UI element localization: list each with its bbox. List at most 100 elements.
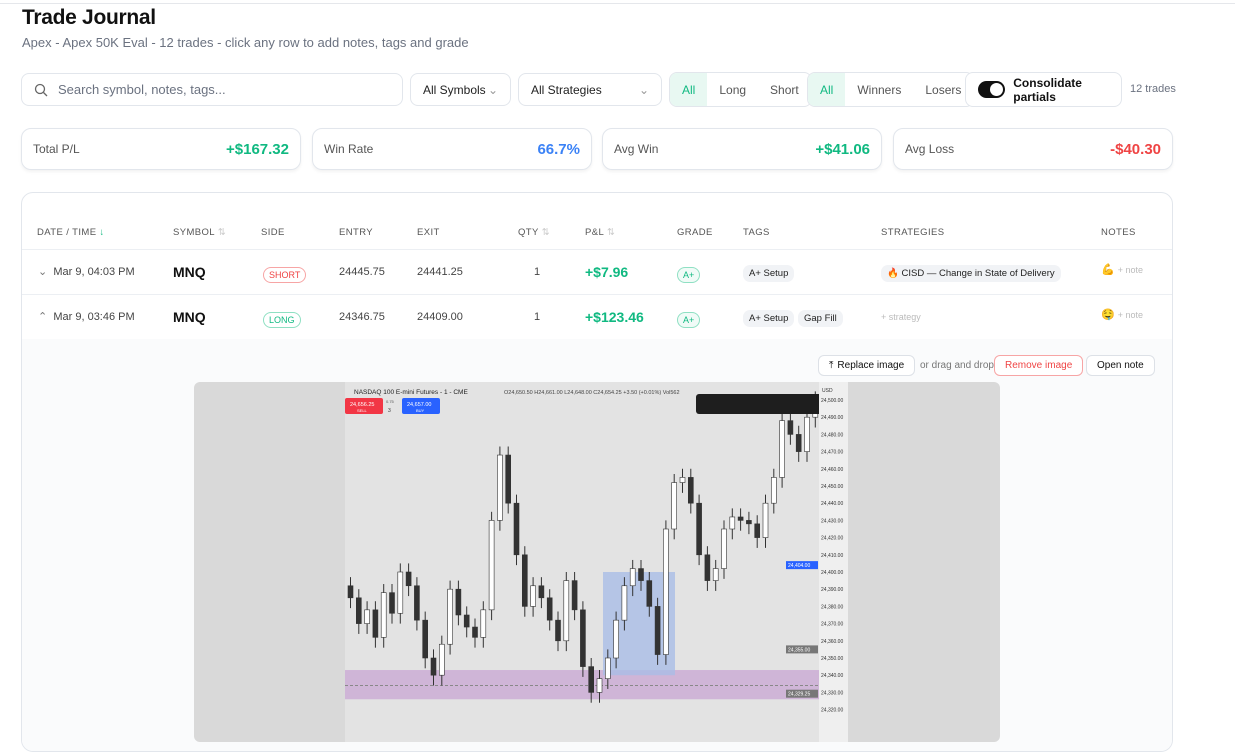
stat-label: Total P/L	[33, 142, 80, 156]
price-marker	[786, 645, 818, 654]
tag-chip[interactable]: Gap Fill	[798, 310, 843, 327]
col-tags: TAGS	[743, 227, 770, 238]
search-placeholder: Search symbol, notes, tags...	[58, 82, 226, 97]
chart-ohlc: O24,650.50 H24,661.00 L24,648.00 C24,654…	[504, 390, 680, 396]
tag-chip[interactable]: A+ Setup	[743, 310, 795, 327]
consolidate-label: Consolidate partials	[1013, 75, 1082, 104]
row-pl: +$7.96	[585, 264, 629, 280]
candle-body	[571, 580, 578, 611]
col-symbol[interactable]: SYMBOL ⇅	[173, 227, 227, 238]
row-entry: 24445.75	[339, 266, 385, 278]
candle-body	[580, 609, 586, 667]
stat-value: 66.7%	[537, 140, 580, 158]
candle-body	[538, 585, 545, 599]
fire-icon: 🔥	[887, 268, 899, 279]
side-short[interactable]: Short	[770, 82, 799, 97]
col-qty[interactable]: QTY ⇅	[518, 227, 550, 238]
chevron-down-icon: ⌄	[38, 266, 48, 278]
col-grade: GRADE	[677, 227, 713, 238]
drawing-toolbar	[696, 394, 832, 414]
candle-body	[563, 580, 570, 642]
page-subtitle: Apex - Apex 50K Eval - 12 trades - click…	[22, 35, 469, 50]
remove-image-button[interactable]: Remove image	[994, 355, 1084, 376]
grade-badge[interactable]: A+	[677, 267, 701, 283]
row-date: ⌃ Mar 9, 03:46 PM	[38, 311, 135, 323]
stat-value: +$167.32	[226, 140, 289, 158]
sell-price: 24,656.25	[350, 402, 374, 408]
trade-count: 12 trades	[1130, 83, 1176, 95]
order-qty: 3	[388, 408, 391, 414]
price-tick: 24,460.00	[821, 467, 843, 473]
replace-image-button[interactable]: ⤒ Replace image	[818, 355, 916, 376]
price-tick: 24,430.00	[821, 518, 843, 524]
candle-body	[712, 568, 719, 581]
candle-body	[604, 657, 611, 679]
result-losers[interactable]: Losers	[925, 82, 962, 97]
chevron-down-icon: ⌄	[638, 82, 649, 97]
row-symbol: MNQ	[173, 264, 206, 280]
grade-badge[interactable]: A+	[677, 312, 701, 328]
candle-body	[414, 585, 420, 621]
side-long[interactable]: Long	[719, 82, 747, 97]
price-tick: 24,390.00	[821, 587, 843, 593]
row-symbol: MNQ	[173, 309, 206, 325]
buy-price: 24,657.00	[407, 402, 431, 408]
sort-icon: ⇅	[217, 227, 227, 238]
search-input[interactable]: Search symbol, notes, tags...	[21, 73, 403, 106]
candle-body	[463, 614, 470, 628]
price-tick: 24,450.00	[821, 484, 843, 490]
note-cell[interactable]: 🤤 + note	[1101, 309, 1144, 321]
buy-button	[402, 398, 440, 414]
candle-body	[555, 619, 561, 642]
candle-body	[638, 568, 644, 581]
add-strategy[interactable]: + strategy	[881, 312, 921, 322]
price-tick: 24,400.00	[821, 570, 843, 576]
price-marker-label: 24,404.00	[788, 563, 810, 569]
candle-body	[671, 482, 678, 530]
candle-body	[546, 597, 553, 621]
candle-body	[779, 420, 785, 478]
row-qty: 1	[534, 311, 541, 323]
sell-label: SELL	[357, 408, 368, 413]
row-pl: +$123.46	[585, 309, 644, 325]
row-exit: 24441.25	[417, 266, 463, 278]
price-tick: 24,350.00	[821, 656, 843, 662]
price-tick: 24,500.00	[821, 398, 843, 404]
tag-chip[interactable]: A+ Setup	[743, 265, 795, 282]
price-tick: 24,340.00	[821, 673, 843, 679]
price-tick: 24,410.00	[821, 553, 843, 559]
result-winners[interactable]: Winners	[857, 82, 902, 97]
stat-total-pl: Total P/L +$167.32	[21, 128, 301, 170]
stat-label: Avg Win	[614, 142, 659, 156]
sort-icon: ⇅	[541, 227, 550, 238]
candle-body	[447, 588, 453, 645]
open-note-button[interactable]: Open note	[1086, 355, 1155, 376]
symbols-dropdown[interactable]: All Symbols ⌄	[410, 73, 511, 106]
strategies-dropdown[interactable]: All Strategies ⌄	[518, 73, 662, 106]
candle-body	[480, 609, 487, 638]
col-exit: EXIT	[417, 227, 440, 238]
row-date: ⌄ Mar 9, 04:03 PM	[38, 266, 135, 278]
stat-avg-win: Avg Win +$41.06	[602, 128, 882, 170]
candle-body	[704, 554, 711, 581]
price-tick: 24,370.00	[821, 622, 843, 628]
price-tick: 24,330.00	[821, 690, 843, 696]
candle-body	[505, 454, 512, 504]
stat-value: -$40.30	[1110, 140, 1161, 158]
result-all[interactable]: All	[808, 73, 846, 106]
col-date[interactable]: DATE / TIME ↓	[37, 227, 105, 238]
consolidate-toggle[interactable]: Consolidate partials	[965, 72, 1122, 107]
price-tick: 24,490.00	[821, 415, 843, 421]
toggle-switch[interactable]	[978, 81, 1006, 98]
candle-body	[405, 571, 412, 587]
col-pl[interactable]: P&L ⇅	[585, 227, 616, 238]
trade-screenshot[interactable]: NASDAQ 100 E-mini Futures - 1 - CME O24,6…	[194, 382, 1000, 742]
strategy-chip[interactable]: 🔥 CISD — Change in State of Delivery	[881, 265, 1061, 282]
col-notes: NOTES	[1101, 227, 1136, 238]
candle-body	[397, 571, 404, 614]
side-all[interactable]: All	[670, 73, 708, 106]
candle-body	[679, 477, 686, 483]
note-cell[interactable]: 💪 + note	[1101, 264, 1144, 276]
stat-value: +$41.06	[815, 140, 870, 158]
candle-body	[430, 657, 437, 676]
